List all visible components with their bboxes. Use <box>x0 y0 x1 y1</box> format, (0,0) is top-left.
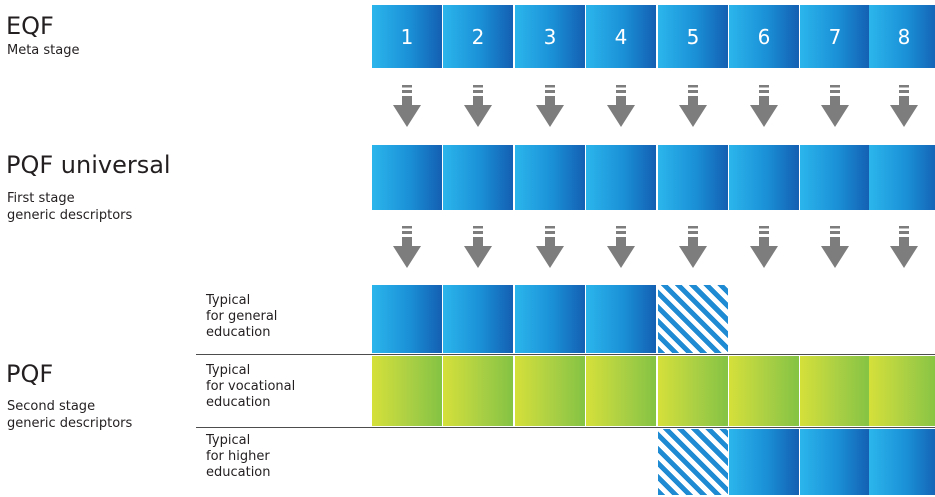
pqf-universal-level-6 <box>729 145 799 210</box>
down-arrow-icon <box>464 85 492 127</box>
eqf-level-number: 3 <box>543 24 557 49</box>
general-level-3 <box>515 285 585 353</box>
pqf-universal-level-1 <box>372 145 442 210</box>
pqf-universal-level-8 <box>869 145 935 210</box>
eqf-subtitle: Meta stage <box>7 43 80 58</box>
higher-level-6 <box>729 429 799 495</box>
eqf-level-4: 4 <box>586 5 656 68</box>
vocational-level-5 <box>658 356 728 426</box>
eqf-level-number: 5 <box>686 24 700 49</box>
down-arrow-icon <box>393 85 421 127</box>
vocational-level-6 <box>729 356 799 426</box>
row-label-higher: Typical for higher education <box>206 433 271 480</box>
general-level-2 <box>443 285 513 353</box>
row-divider-vocational-higher <box>196 427 935 428</box>
vocational-level-1 <box>372 356 442 426</box>
pqf-universal-level-5 <box>658 145 728 210</box>
pqf-universal-level-7 <box>800 145 870 210</box>
down-arrow-icon <box>536 226 564 268</box>
pqf-universal-subtitle-line1: First stage <box>7 191 75 206</box>
general-level-4 <box>586 285 656 353</box>
eqf-level-number: 7 <box>828 24 842 49</box>
eqf-level-number: 6 <box>757 24 771 49</box>
eqf-level-8: 8 <box>869 5 935 68</box>
down-arrow-icon <box>821 85 849 127</box>
pqf-subtitle-line1: Second stage <box>7 399 96 414</box>
vocational-level-4 <box>586 356 656 426</box>
eqf-level-7: 7 <box>800 5 870 68</box>
pqf-universal-level-2 <box>443 145 513 210</box>
vocational-level-3 <box>515 356 585 426</box>
vocational-level-7 <box>800 356 870 426</box>
down-arrow-icon <box>679 226 707 268</box>
eqf-level-number: 1 <box>400 24 414 49</box>
pqf-universal-level-3 <box>515 145 585 210</box>
general-level-5-partial <box>658 285 728 353</box>
higher-level-7 <box>800 429 870 495</box>
pqf-universal-title: PQF universal <box>6 151 171 179</box>
pqf-universal-level-4 <box>586 145 656 210</box>
eqf-level-number: 2 <box>471 24 485 49</box>
eqf-level-number: 4 <box>614 24 628 49</box>
row-divider-general-vocational <box>196 354 935 355</box>
vocational-level-8 <box>869 356 935 426</box>
down-arrow-icon <box>464 226 492 268</box>
row-label-general: Typical for general education <box>206 293 278 340</box>
row-label-vocational: Typical for vocational education <box>206 363 296 410</box>
pqf-universal-subtitle-line2: generic descriptors <box>7 208 133 223</box>
eqf-title: EQF <box>6 12 54 40</box>
eqf-level-number: 8 <box>897 24 911 49</box>
down-arrow-icon <box>536 85 564 127</box>
pqf-subtitle-line2: generic descriptors <box>7 416 133 431</box>
eqf-level-6: 6 <box>729 5 799 68</box>
down-arrow-icon <box>890 226 918 268</box>
down-arrow-icon <box>679 85 707 127</box>
down-arrow-icon <box>607 85 635 127</box>
down-arrow-icon <box>750 85 778 127</box>
general-level-1 <box>372 285 442 353</box>
eqf-level-5: 5 <box>658 5 728 68</box>
eqf-level-3: 3 <box>515 5 585 68</box>
down-arrow-icon <box>393 226 421 268</box>
eqf-level-1: 1 <box>372 5 442 68</box>
vocational-level-2 <box>443 356 513 426</box>
pqf-title: PQF <box>6 360 54 388</box>
higher-level-5-partial <box>658 429 728 495</box>
higher-level-8 <box>869 429 935 495</box>
down-arrow-icon <box>890 85 918 127</box>
down-arrow-icon <box>750 226 778 268</box>
eqf-level-2: 2 <box>443 5 513 68</box>
down-arrow-icon <box>607 226 635 268</box>
down-arrow-icon <box>821 226 849 268</box>
